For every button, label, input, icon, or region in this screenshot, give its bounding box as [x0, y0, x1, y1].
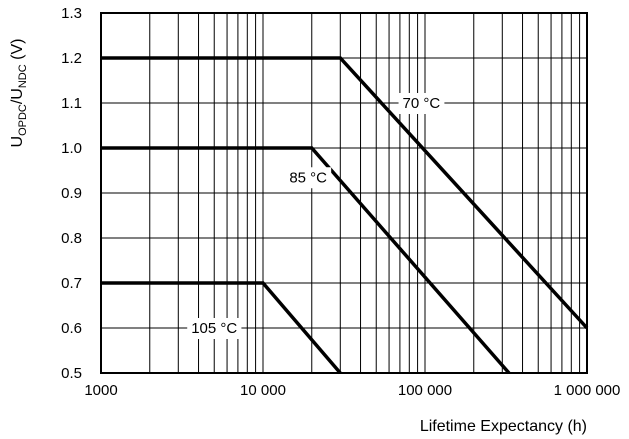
- series-line: [101, 281, 342, 375]
- x-tick-label: 1 000 000: [554, 382, 621, 399]
- y-tick-label: 1.1: [61, 95, 82, 112]
- series-labels: 70 °C 85 °C 105 °C: [187, 93, 445, 339]
- y-axis-title-main: U: [9, 136, 26, 148]
- y-axis-title-sub1: OPDC: [17, 104, 29, 136]
- y-tick-label: 0.7: [61, 275, 82, 292]
- x-tick-label: 10 000: [240, 382, 286, 399]
- y-tick-label: 0.6: [61, 320, 82, 337]
- y-tick-label: 0.5: [61, 365, 82, 382]
- series-label: 70 °C: [403, 95, 441, 112]
- y-tick-label: 1.0: [61, 140, 82, 157]
- x-tick-label: 1000: [84, 382, 117, 399]
- series-label-background: [285, 167, 332, 189]
- plot-frame: [100, 12, 588, 374]
- series-line: [101, 56, 589, 330]
- y-axis-title: UOPDC/UNDC (V): [9, 39, 29, 148]
- x-tick-labels: 1000 10 000 100 000 1 000 000: [84, 382, 620, 399]
- series-label-background: [398, 93, 445, 114]
- series-label: 85 °C: [289, 169, 327, 186]
- y-axis-title-unit: (V): [9, 39, 26, 65]
- y-axis-title-mid: /U: [9, 88, 26, 104]
- x-axis-title: Lifetime Expectancy (h): [420, 418, 587, 435]
- y-tick-label: 1.3: [61, 5, 82, 22]
- grid-lines: [101, 13, 587, 373]
- y-tick-labels: 0.5 0.6 0.7 0.8 0.9 1.0 1.1 1.2 1.3: [61, 5, 82, 382]
- series-line: [101, 146, 511, 375]
- y-tick-label: 0.9: [61, 185, 82, 202]
- y-axis-title-sub2: NDC: [17, 64, 29, 88]
- series-lines: [101, 56, 589, 375]
- y-tick-label: 1.2: [61, 50, 82, 67]
- series-label: 105 °C: [191, 320, 237, 337]
- y-tick-label: 0.8: [61, 230, 82, 247]
- x-tick-label: 100 000: [398, 382, 452, 399]
- series-label-background: [187, 318, 242, 339]
